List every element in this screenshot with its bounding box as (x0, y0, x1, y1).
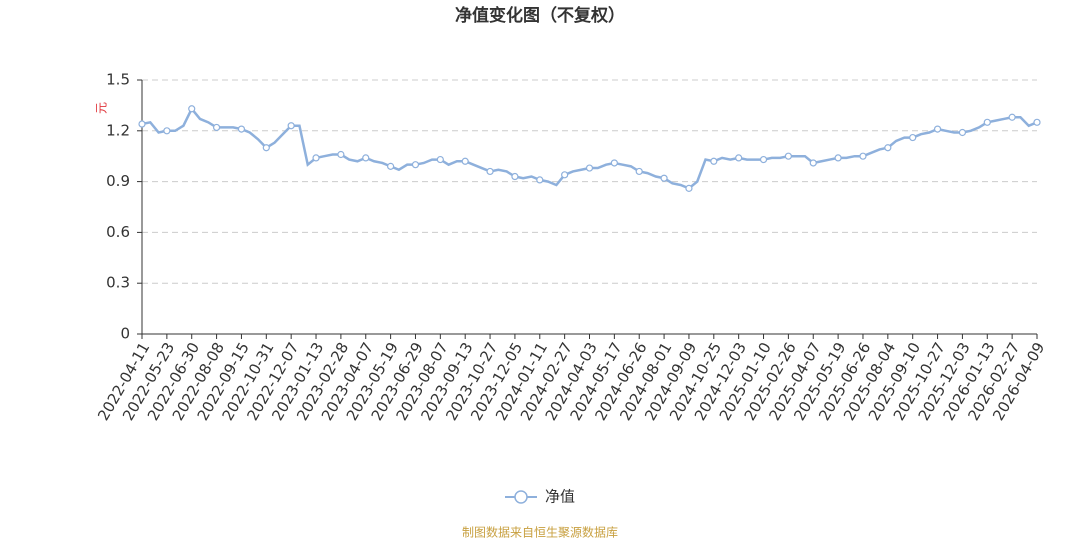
series-line (141, 106, 1038, 190)
y-tick-label: 1.2 (106, 121, 130, 139)
data-point (635, 167, 643, 176)
chart-title: 净值变化图（不复权） (455, 5, 625, 26)
data-point (735, 154, 743, 162)
data-point (859, 152, 867, 160)
data-point (685, 184, 693, 192)
data-point (212, 123, 221, 132)
data-point (461, 157, 469, 165)
data-point (411, 161, 420, 169)
data-point (138, 120, 146, 128)
data-point (809, 159, 817, 167)
data-point (536, 176, 544, 184)
data-point (933, 125, 942, 133)
data-point (1008, 113, 1016, 121)
data-point (362, 154, 370, 162)
legend-marker (514, 490, 528, 504)
data-point (163, 127, 171, 135)
y-tick-label: 0 (120, 325, 130, 343)
data-point (188, 105, 196, 113)
data-point (486, 167, 494, 176)
data-point (660, 174, 668, 182)
data-point (436, 155, 444, 164)
data-point (337, 150, 345, 159)
data-point (759, 155, 768, 164)
data-point (312, 154, 320, 162)
data-point (1033, 118, 1041, 126)
data-point (983, 118, 991, 126)
data-point (909, 133, 917, 142)
source-note: 制图数据来自恒生聚源数据库 (462, 525, 618, 540)
y-tick-label: 0.9 (106, 172, 130, 190)
data-point (237, 125, 246, 133)
data-point (262, 144, 270, 152)
y-axis-label: 元 (95, 102, 109, 114)
data-point (287, 122, 295, 130)
data-point (884, 144, 892, 152)
data-point (585, 164, 594, 172)
data-point (710, 157, 718, 165)
data-point (784, 152, 792, 160)
y-tick-label: 1.5 (106, 71, 130, 89)
y-tick-label: 0.6 (106, 223, 130, 241)
data-point (610, 159, 618, 167)
data-point (387, 162, 395, 170)
data-point (834, 154, 842, 162)
legend-label: 净值 (545, 488, 575, 506)
y-tick-label: 0.3 (106, 274, 130, 292)
data-point (561, 171, 569, 179)
data-point (511, 172, 519, 181)
data-point (958, 128, 967, 137)
